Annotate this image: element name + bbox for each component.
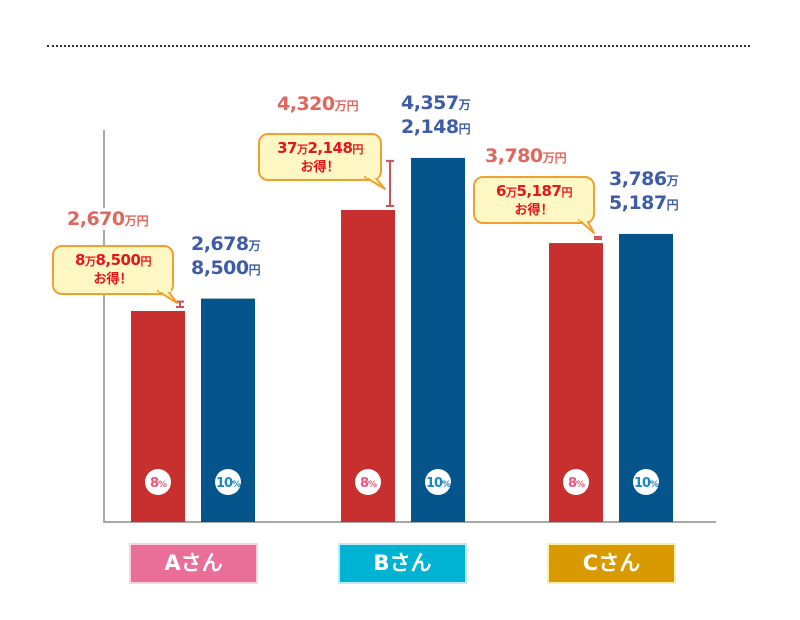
value-label-a-8: 2,670万円 bbox=[67, 208, 149, 230]
category-label-c: Cさん bbox=[547, 543, 676, 584]
badge-label-b-8: 8% bbox=[360, 476, 377, 491]
category-label-a: Aさん bbox=[129, 543, 258, 584]
value-label-c-8: 3,780万円 bbox=[485, 145, 567, 167]
value-label-c-10: 3,786万 5,187円 bbox=[609, 167, 679, 216]
badge-c-10 bbox=[633, 469, 659, 495]
category-label-b: Bさん bbox=[338, 543, 467, 584]
badge-b-8 bbox=[355, 469, 381, 495]
bar-b-10 bbox=[411, 157, 465, 522]
value-label-a-10: 2,678万 8,500円 bbox=[191, 232, 261, 281]
difference-marker-c bbox=[594, 235, 602, 241]
badge-a-10 bbox=[215, 469, 241, 495]
difference-marker-b bbox=[386, 159, 394, 208]
savings-balloon-b: 37万2,148円 お得！ bbox=[258, 133, 382, 181]
badge-c-8 bbox=[563, 469, 589, 495]
savings-balloon-c: 6万5,187円 お得！ bbox=[473, 176, 595, 224]
value-label-b-8: 4,320万円 bbox=[277, 93, 359, 115]
badge-label-c-10: 10% bbox=[634, 476, 659, 491]
badge-label-a-10: 10% bbox=[216, 476, 241, 491]
difference-marker-a bbox=[176, 300, 184, 308]
badge-b-10 bbox=[425, 469, 451, 495]
badge-label-b-10: 10% bbox=[426, 476, 451, 491]
badge-label-c-8: 8% bbox=[568, 476, 585, 491]
badge-a-8 bbox=[145, 469, 171, 495]
value-label-b-10: 4,357万 2,148円 bbox=[401, 91, 471, 140]
savings-balloon-a: 8万8,500円 お得！ bbox=[52, 245, 174, 295]
dotted-divider bbox=[47, 45, 750, 47]
badge-label-a-8: 8% bbox=[150, 476, 167, 491]
